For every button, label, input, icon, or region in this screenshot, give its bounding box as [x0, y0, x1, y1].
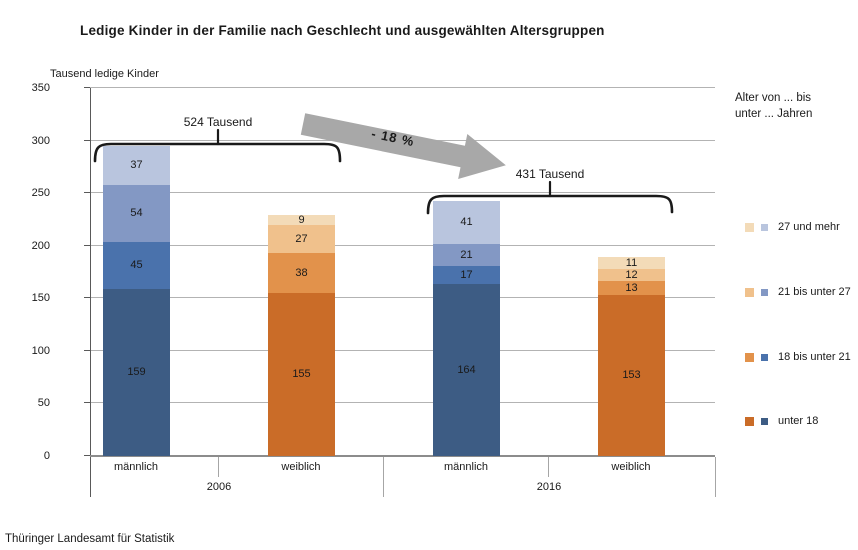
y-tick-label: 300 [31, 135, 50, 147]
bar-segment: 41 [433, 201, 500, 244]
segment-value-label: 38 [295, 266, 308, 279]
segment-value-label: 11 [625, 256, 638, 269]
x-group-label-2006: 2006 [206, 481, 232, 493]
legend-swatch-weiblich [745, 416, 754, 426]
bar-segment: 38 [268, 253, 335, 293]
gender-separator-tick [218, 457, 219, 477]
y-tick-label: 350 [31, 82, 50, 94]
x-label-weiblich-2016: weiblich [611, 461, 651, 473]
bar-segment: 159 [103, 289, 170, 456]
y-tick-label: 200 [31, 240, 50, 252]
legend-item: 18 bis unter 21 [745, 349, 851, 365]
bar-segment: 13 [598, 281, 665, 295]
total-label-2016: 431 Tausend [515, 167, 585, 181]
y-tick-label: 150 [31, 292, 50, 304]
bar-segment: 54 [103, 185, 170, 242]
bar-segment: 155 [268, 293, 335, 456]
bar-segment: 27 [268, 225, 335, 253]
bar-segment: 9 [268, 213, 335, 226]
legend-swatch-weiblich [745, 352, 754, 362]
segment-value-label: 45 [130, 259, 143, 271]
y-tick-label: 250 [31, 187, 50, 199]
segment-value-label: 155 [292, 368, 311, 380]
y-tick-mark [84, 297, 90, 298]
segment-value-label: 9 [298, 213, 305, 226]
legend-swatch-maennlich [761, 223, 768, 231]
segment-value-label: 12 [625, 268, 638, 281]
segment-value-label: 13 [625, 281, 638, 294]
bar-segment: 21 [433, 244, 500, 266]
legend-item: 21 bis unter 27 [745, 284, 851, 300]
y-tick-mark [84, 192, 90, 193]
chart-title: Ledige Kinder in der Familie nach Geschl… [80, 23, 605, 38]
segment-value-label: 37 [130, 159, 143, 171]
y-axis-unit-label: Tausend ledige Kinder [50, 68, 159, 80]
legend-item: unter 18 [745, 413, 818, 429]
source-note: Thüringer Landesamt für Statistik [5, 533, 175, 545]
segment-value-label: 17 [460, 268, 473, 281]
legend-swatch-maennlich [761, 288, 768, 296]
legend-item-label: 21 bis unter 27 [778, 286, 851, 298]
y-tick-label: 0 [43, 450, 50, 462]
gridline [90, 192, 715, 193]
y-tick-mark [84, 245, 90, 246]
y-tick-mark [84, 350, 90, 351]
x-label-weiblich-2006: weiblich [281, 461, 321, 473]
year-separator-tick [383, 457, 384, 497]
bar-segment: 12 [598, 269, 665, 281]
segment-value-label: 153 [622, 369, 641, 381]
legend-item-label: 27 und mehr [778, 221, 840, 233]
legend-item: 27 und mehr [745, 219, 840, 235]
y-tick-mark [84, 140, 90, 141]
gridline [90, 402, 715, 403]
legend-swatch-weiblich [745, 222, 754, 232]
bar-segment: 37 [103, 146, 170, 185]
segment-value-label: 21 [460, 248, 473, 261]
x-group-label-2016: 2016 [536, 481, 562, 493]
bar-segment: 45 [103, 242, 170, 289]
year-separator-tick [715, 457, 716, 497]
segment-value-label: 27 [295, 232, 308, 245]
y-tick-label: 50 [37, 397, 50, 409]
legend-item-label: 18 bis unter 21 [778, 351, 851, 363]
y-tick-label: 100 [31, 345, 50, 357]
total-label-2006: 524 Tausend [183, 115, 253, 129]
legend-header: Alter von ... bis unter ... Jahren [735, 92, 813, 120]
bar-segment: 153 [598, 295, 665, 456]
segment-value-label: 164 [457, 363, 476, 376]
gridline [90, 350, 715, 351]
segment-value-label: 54 [130, 207, 143, 219]
x-label-maennlich-2006: männlich [113, 461, 159, 473]
bar-segment: 164 [433, 284, 500, 456]
y-tick-mark [84, 87, 90, 88]
legend-swatch-weiblich [745, 287, 754, 297]
legend-swatch-maennlich [761, 353, 768, 361]
y-tick-mark [84, 402, 90, 403]
legend-swatch-maennlich [761, 417, 768, 425]
y-axis-line [90, 88, 91, 497]
x-label-maennlich-2016: männlich [443, 461, 489, 473]
y-tick-mark [84, 455, 90, 456]
segment-value-label: 41 [460, 216, 473, 228]
x-axis-line [90, 455, 715, 457]
gridline [90, 297, 715, 298]
gender-separator-tick [548, 457, 549, 477]
gridline [90, 245, 715, 246]
segment-value-label: 159 [127, 366, 146, 378]
bar-segment: 17 [433, 266, 500, 284]
bar-segment: 11 [598, 257, 665, 269]
gridline [90, 87, 715, 88]
legend-item-label: unter 18 [778, 415, 819, 427]
